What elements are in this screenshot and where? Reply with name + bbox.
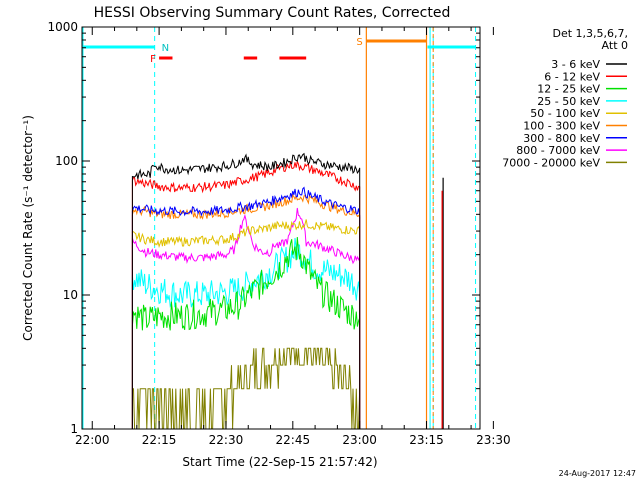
legend-title-line-1: Det 1,3,5,6,7, [552,27,628,40]
series-layer [131,152,444,430]
y-axis-label: Corrected Count Rate (s⁻¹ detector⁻¹) [21,115,35,341]
legend-label-3: 25 - 50 keV [537,95,600,108]
legend-label-7: 800 - 7000 keV [516,144,600,157]
y-tick-label: 1000 [47,20,78,34]
x-tick-label: 23:00 [342,433,377,447]
timestamp: 24-Aug-2017 12:47 [559,469,636,478]
series-line-6 [131,186,361,429]
series-line-8 [131,347,361,430]
y-tick-label: 100 [55,154,78,168]
x-tick-label: 22:15 [142,433,177,447]
series-line-2 [131,236,361,429]
legend-label-5: 100 - 300 keV [523,120,600,133]
legend-label-4: 50 - 100 keV [530,107,600,120]
series-line-0 [131,152,361,429]
series-line-1 [131,159,361,429]
ticks-layer: 1 10 100 1000 22:00 22:15 22:30 22:45 23:00 23:15… [47,20,510,447]
flags-layer: N S F [82,27,477,429]
legend-label-6: 300 - 800 keV [523,132,600,145]
x-tick-label: 23:15 [409,433,444,447]
legend-label-8: 7000 - 20000 keV [502,156,600,169]
series-line-3 [131,237,361,429]
plot-area: N S F 1 10 100 1000 22:00 22:15 22:30 22:45 23:00 2… [47,20,510,447]
x-tick-label: 23:30 [476,433,511,447]
legend-label-1: 6 - 12 keV [544,70,600,83]
series-line-7 [131,207,361,429]
legend-title-line-2: Att 0 [602,39,628,52]
y-tick-label: 1 [70,422,78,436]
chart-title: HESSI Observing Summary Count Rates, Cor… [94,5,451,21]
flare-flag-label: F [150,54,156,65]
legend-label-2: 12 - 25 keV [537,83,600,96]
series-line-4 [131,219,361,429]
x-tick-label: 22:45 [276,433,311,447]
y-tick-label: 10 [63,288,78,302]
saa-flag-label: S [356,37,362,48]
x-tick-label: 22:30 [209,433,244,447]
legend-label-0: 3 - 6 keV [551,58,600,71]
x-tick-label: 22:00 [75,433,110,447]
x-axis-label: Start Time (22-Sep-15 21:57:42) [182,455,377,469]
plot-frame [81,26,481,430]
night-flag-label: N [162,43,169,54]
